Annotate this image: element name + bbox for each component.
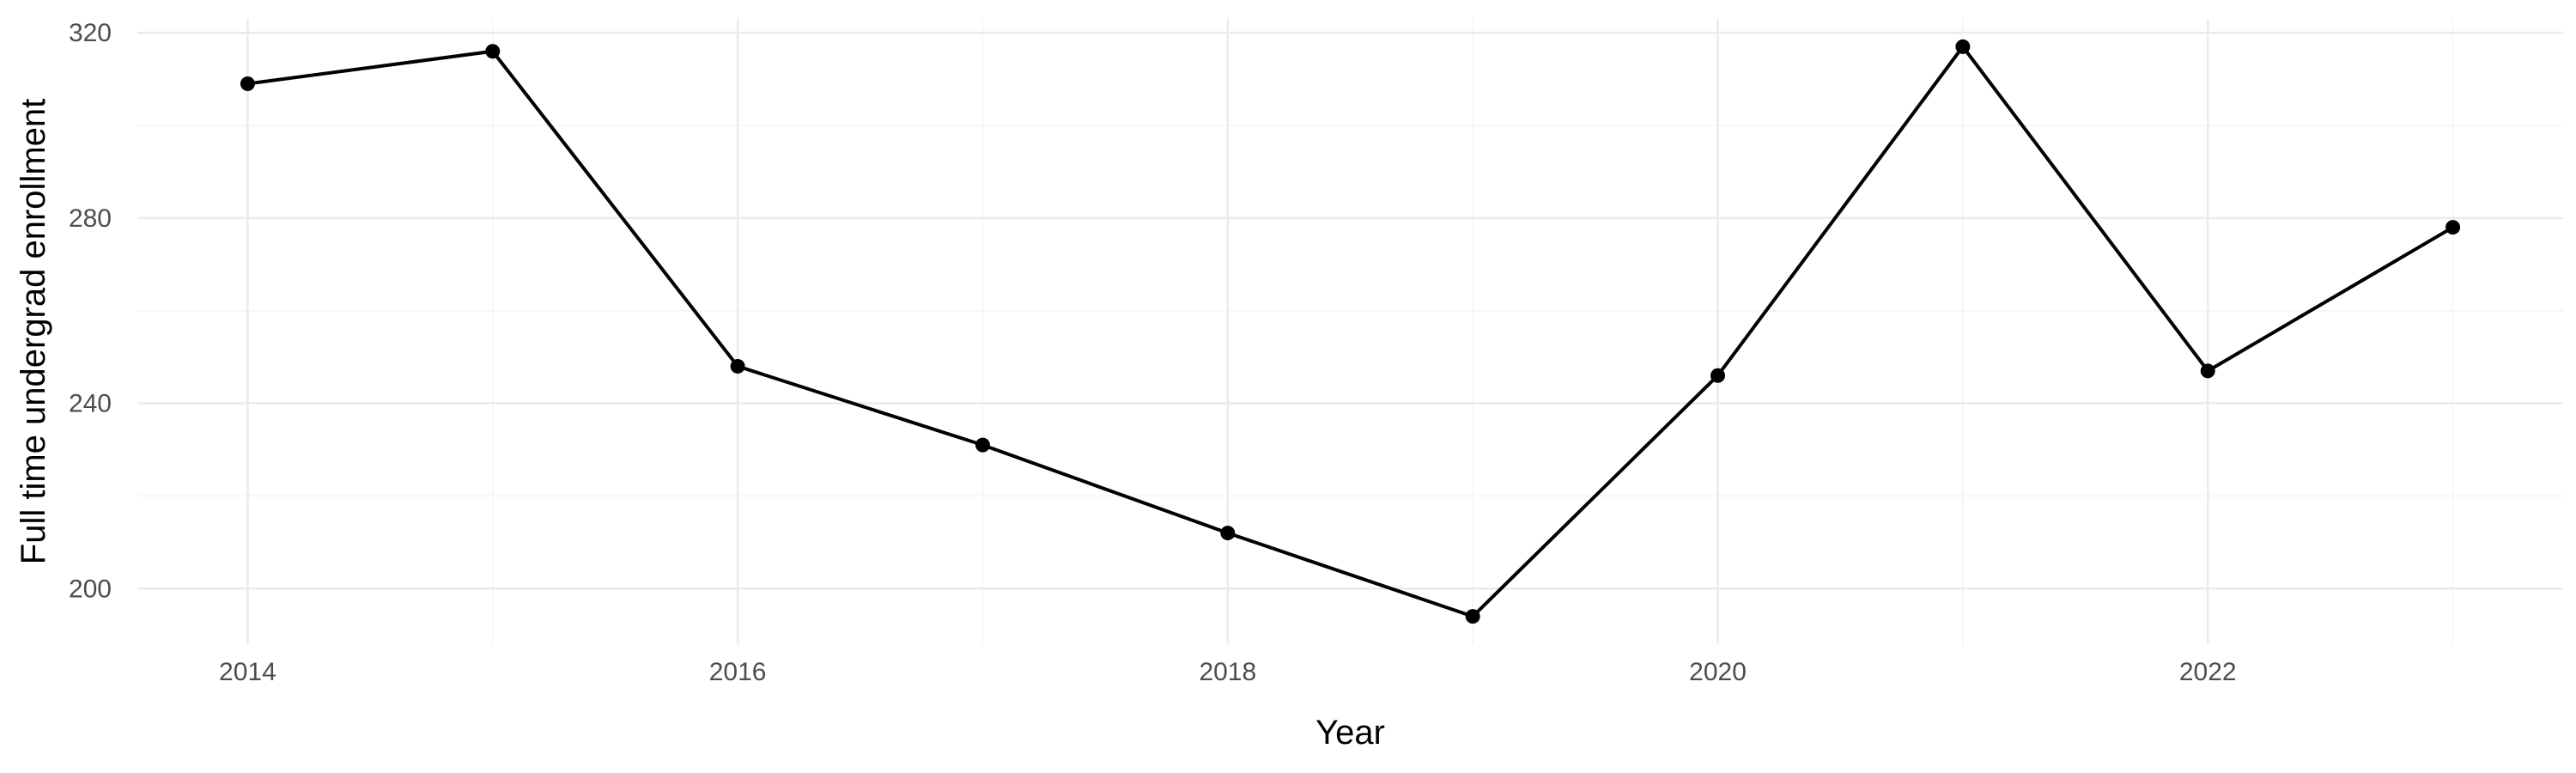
- x-tick-label: 2020: [1689, 658, 1747, 686]
- y-axis-ticks: 200 240 280 320: [69, 19, 112, 603]
- series-group: [240, 39, 2461, 624]
- x-axis-title: Year: [1315, 714, 1385, 752]
- x-tick-label: 2022: [2179, 658, 2237, 686]
- y-tick-label: 200: [69, 575, 112, 603]
- data-point: [485, 44, 501, 59]
- series-line: [247, 45, 2454, 618]
- data-point: [1710, 368, 1726, 383]
- x-tick-label: 2016: [709, 658, 767, 686]
- data-point: [2200, 363, 2215, 379]
- x-tick-label: 2018: [1199, 658, 1256, 686]
- data-point: [730, 358, 745, 374]
- data-point: [1465, 609, 1480, 624]
- data-point: [240, 76, 255, 91]
- y-tick-label: 280: [69, 204, 112, 233]
- x-axis-ticks: 2014 2016 2018 2020 2022: [219, 658, 2237, 686]
- data-point: [2445, 220, 2461, 235]
- minor-gridlines: [137, 19, 2563, 644]
- major-gridlines: [137, 19, 2563, 644]
- data-point: [975, 437, 990, 453]
- y-tick-label: 240: [69, 390, 112, 418]
- x-tick-label: 2014: [219, 658, 276, 686]
- y-tick-label: 320: [69, 19, 112, 47]
- data-point: [1955, 39, 1971, 54]
- y-axis-title: Full time undergrad enrollment: [15, 99, 52, 564]
- data-point: [1220, 526, 1236, 541]
